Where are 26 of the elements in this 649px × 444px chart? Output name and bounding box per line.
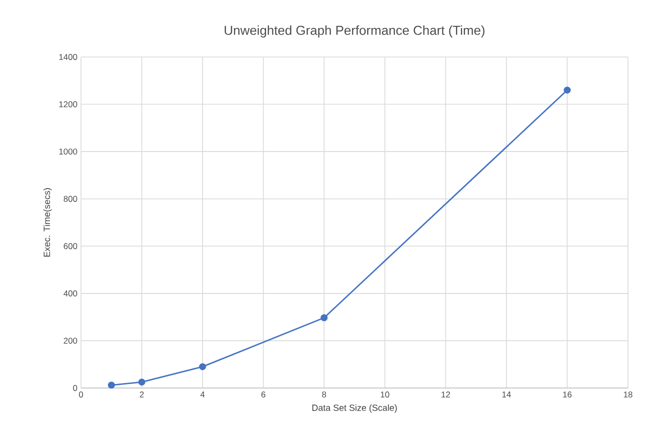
y-axis-title: Exec. Time(secs): [43, 188, 52, 257]
x-tick-label: 10: [380, 392, 390, 398]
point: [320, 314, 328, 322]
y-tick-label: 600: [64, 243, 78, 250]
y-tick-label: 1000: [59, 148, 78, 155]
y-tick-label: 400: [64, 290, 78, 296]
x-tick-label: 2: [140, 392, 144, 398]
x-tick-label: 4: [200, 392, 205, 398]
x-tick-label: 14: [502, 392, 511, 398]
chart-title: Unweighted Graph Performance Chart (Time): [224, 25, 484, 38]
y-tick-label: 200: [64, 338, 78, 344]
x-tick-label: 12: [442, 392, 450, 398]
x-axis-title: Data Set Size (Scale): [312, 404, 397, 413]
y-tick-label: 1400: [59, 54, 78, 60]
y-tick-label: 0: [73, 384, 78, 391]
x-tick-label: 6: [261, 392, 266, 398]
point: [564, 86, 571, 94]
point: [199, 363, 206, 370]
x-tick-label: 8: [322, 392, 326, 398]
y-tick-label: 800: [64, 196, 78, 202]
y-tick-label: 1200: [59, 101, 78, 108]
x-tick-label: 18: [624, 392, 632, 398]
x-tick-label: 0: [78, 392, 84, 398]
point: [108, 382, 115, 389]
x-tick-label: 16: [563, 392, 572, 398]
point: [138, 378, 146, 386]
